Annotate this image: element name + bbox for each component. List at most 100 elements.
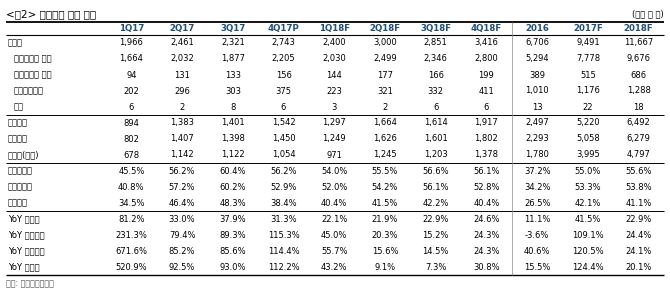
Text: 매구의약품 제품: 매구의약품 제품 [14, 54, 52, 64]
Text: 55.6%: 55.6% [625, 166, 652, 176]
Text: 37.2%: 37.2% [524, 166, 551, 176]
Text: 124.4%: 124.4% [572, 263, 604, 271]
Text: 144: 144 [326, 70, 342, 80]
Text: 1Q18F: 1Q18F [319, 24, 350, 33]
Text: 15.5%: 15.5% [524, 263, 550, 271]
Text: 기타: 기타 [14, 102, 24, 112]
Text: 2,499: 2,499 [373, 54, 397, 64]
Text: 24.3%: 24.3% [473, 231, 500, 239]
Text: 매입액: 매입액 [8, 38, 23, 47]
Text: 411: 411 [478, 86, 494, 96]
Text: 1,542: 1,542 [272, 118, 295, 128]
Text: 41.1%: 41.1% [626, 199, 652, 207]
Text: 6: 6 [484, 102, 489, 112]
Text: 1,450: 1,450 [272, 134, 295, 144]
Text: 3Q17: 3Q17 [220, 24, 245, 33]
Text: YoY 매입액: YoY 매입액 [8, 215, 40, 223]
Text: 13: 13 [532, 102, 543, 112]
Text: 2,800: 2,800 [474, 54, 498, 64]
Text: 202: 202 [123, 86, 139, 96]
Text: 매구의약품 용역: 매구의약품 용역 [14, 70, 52, 80]
Text: 223: 223 [326, 86, 342, 96]
Text: 1,288: 1,288 [626, 86, 651, 96]
Text: 순이익률: 순이익률 [8, 199, 28, 207]
Text: 6,706: 6,706 [525, 38, 549, 47]
Text: 389: 389 [529, 70, 545, 80]
Text: 1,383: 1,383 [170, 118, 194, 128]
Text: 7.3%: 7.3% [425, 263, 446, 271]
Text: 92.5%: 92.5% [169, 263, 195, 271]
Text: 15.6%: 15.6% [372, 247, 398, 255]
Text: 40.6%: 40.6% [524, 247, 551, 255]
Text: 678: 678 [123, 150, 139, 160]
Text: 48.3%: 48.3% [220, 199, 246, 207]
Text: 9,491: 9,491 [576, 38, 600, 47]
Text: 1,398: 1,398 [221, 134, 245, 144]
Text: 53.8%: 53.8% [625, 183, 652, 192]
Text: 31.3%: 31.3% [270, 215, 297, 223]
Text: 131: 131 [174, 70, 190, 80]
Text: 1,802: 1,802 [474, 134, 498, 144]
Text: 40.4%: 40.4% [321, 199, 348, 207]
Text: 231.3%: 231.3% [115, 231, 147, 239]
Text: 971: 971 [326, 150, 342, 160]
Text: 52.0%: 52.0% [321, 183, 348, 192]
Text: 1,176: 1,176 [576, 86, 600, 96]
Text: 26.5%: 26.5% [524, 199, 551, 207]
Text: 22.1%: 22.1% [321, 215, 348, 223]
Text: 40.4%: 40.4% [473, 199, 500, 207]
Text: 2: 2 [180, 102, 185, 112]
Text: -3.6%: -3.6% [525, 231, 549, 239]
Text: 45.5%: 45.5% [118, 166, 145, 176]
Text: 41.5%: 41.5% [372, 199, 398, 207]
Text: 2,851: 2,851 [424, 38, 448, 47]
Text: 1,780: 1,780 [525, 150, 549, 160]
Text: YoY 세전이익: YoY 세전이익 [8, 247, 45, 255]
Text: 94: 94 [126, 70, 137, 80]
Text: 52.8%: 52.8% [473, 183, 500, 192]
Text: 1,203: 1,203 [424, 150, 448, 160]
Text: 686: 686 [630, 70, 647, 80]
Text: YoY 영업이익: YoY 영업이익 [8, 231, 45, 239]
Text: 3Q18F: 3Q18F [420, 24, 451, 33]
Text: 114.4%: 114.4% [268, 247, 299, 255]
Text: 24.3%: 24.3% [473, 247, 500, 255]
Text: 21.9%: 21.9% [372, 215, 398, 223]
Text: 세전이익: 세전이익 [8, 134, 28, 144]
Text: (단위 역 원): (단위 역 원) [632, 9, 664, 18]
Text: 671.6%: 671.6% [115, 247, 147, 255]
Text: 케미컨의약품: 케미컨의약품 [14, 86, 44, 96]
Text: 1,142: 1,142 [170, 150, 194, 160]
Text: 1,122: 1,122 [221, 150, 245, 160]
Text: 순이익(지배): 순이익(지배) [8, 150, 40, 160]
Text: 4Q17P: 4Q17P [268, 24, 299, 33]
Text: 2016: 2016 [525, 24, 549, 33]
Text: 22: 22 [583, 102, 593, 112]
Text: 1,664: 1,664 [119, 54, 143, 64]
Text: 15.2%: 15.2% [423, 231, 449, 239]
Text: 1,601: 1,601 [424, 134, 448, 144]
Text: 24.1%: 24.1% [626, 247, 652, 255]
Text: 33.0%: 33.0% [169, 215, 196, 223]
Text: 85.2%: 85.2% [169, 247, 196, 255]
Text: 20.1%: 20.1% [626, 263, 652, 271]
Text: 세전이익률: 세전이익률 [8, 183, 33, 192]
Text: 53.3%: 53.3% [575, 183, 601, 192]
Text: YoY 순이익: YoY 순이익 [8, 263, 40, 271]
Text: 1,664: 1,664 [373, 118, 397, 128]
Text: 영업이익: 영업이익 [8, 118, 28, 128]
Text: 11.1%: 11.1% [524, 215, 550, 223]
Text: 55.7%: 55.7% [321, 247, 348, 255]
Text: 6,279: 6,279 [626, 134, 651, 144]
Text: 2,461: 2,461 [170, 38, 194, 47]
Text: 1,245: 1,245 [373, 150, 397, 160]
Text: 56.1%: 56.1% [423, 183, 449, 192]
Text: 56.1%: 56.1% [473, 166, 500, 176]
Text: 42.2%: 42.2% [423, 199, 449, 207]
Text: 6: 6 [281, 102, 286, 112]
Text: 199: 199 [478, 70, 494, 80]
Text: 40.8%: 40.8% [118, 183, 145, 192]
Text: 894: 894 [123, 118, 139, 128]
Text: 2,346: 2,346 [424, 54, 448, 64]
Text: 56.2%: 56.2% [270, 166, 297, 176]
